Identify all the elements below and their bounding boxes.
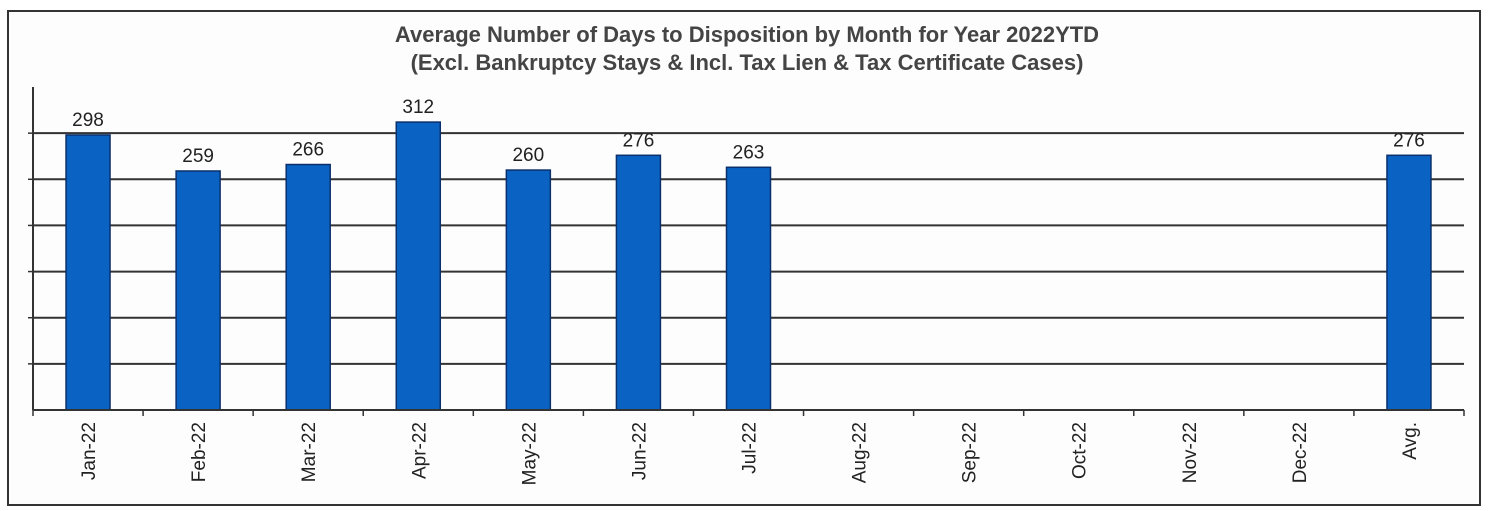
data-label: 259	[182, 146, 214, 167]
data-label: 276	[1393, 130, 1425, 151]
chart-title: Average Number of Days to Disposition by…	[394, 22, 1100, 47]
chart-subtitle: (Excl. Bankruptcy Stays & Incl. Tax Lien…	[410, 50, 1084, 75]
x-tick-label: Sep-22	[960, 422, 981, 483]
bar-may-22	[505, 169, 552, 411]
data-label: 312	[402, 97, 434, 118]
bar-jul-22	[725, 166, 772, 411]
x-tick-label: Apr-22	[409, 422, 430, 479]
x-tick-label: Jun-22	[629, 422, 650, 480]
x-tick-label: Avg.	[1400, 422, 1421, 460]
data-labels: 298 259 266 312 260 276 263 276	[72, 97, 1425, 167]
x-tick-label: Mar-22	[299, 422, 320, 482]
x-tick-label: Jul-22	[740, 422, 761, 474]
x-tick-labels: Jan-22 Feb-22 Mar-22 Apr-22 May-22 Jun-22 Jul-…	[79, 422, 1421, 485]
bar-feb-22	[175, 170, 221, 411]
axes	[28, 87, 1465, 416]
bar-jan-22	[65, 134, 111, 411]
x-tick-label: May-22	[519, 422, 540, 485]
bar-jun-22	[615, 154, 662, 411]
bar-mar-22	[285, 163, 331, 411]
x-tick-label: Nov-22	[1180, 422, 1201, 483]
x-tick-label: Dec-22	[1290, 422, 1311, 483]
x-tick-label: Feb-22	[189, 422, 210, 482]
data-label: 266	[292, 140, 324, 161]
data-label: 276	[623, 130, 655, 151]
bars	[65, 121, 1432, 411]
data-label: 298	[72, 110, 104, 131]
x-tick-label: Jan-22	[79, 422, 100, 480]
bar-apr-22	[395, 121, 442, 411]
data-label: 263	[733, 142, 765, 163]
bar-avg	[1386, 154, 1432, 411]
x-tick-label: Oct-22	[1070, 422, 1091, 479]
x-tick-label: Aug-22	[850, 422, 871, 483]
data-label: 260	[512, 145, 544, 166]
